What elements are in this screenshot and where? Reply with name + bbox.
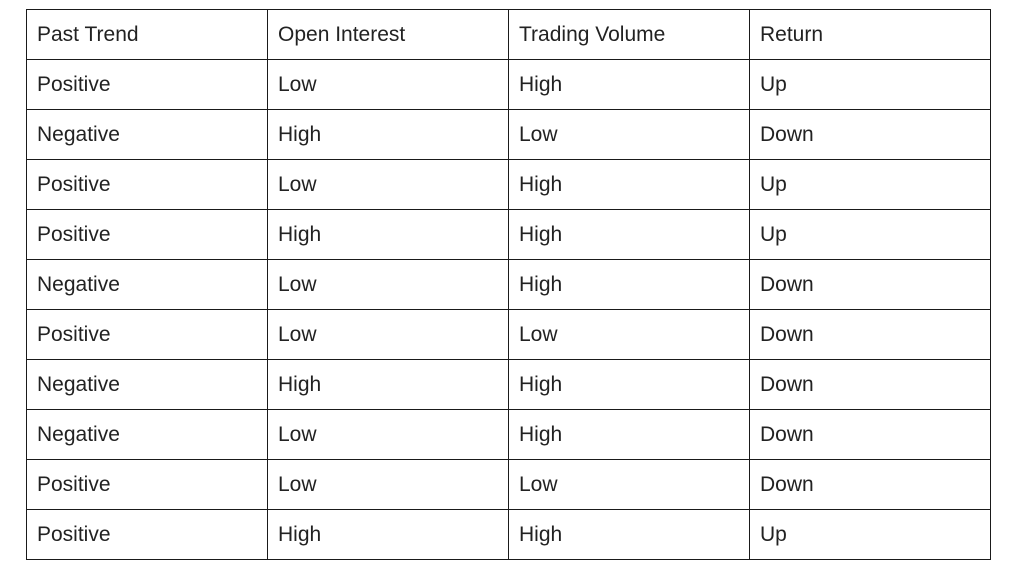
header-open-interest: Open Interest bbox=[267, 9, 509, 60]
cell-return: Down bbox=[749, 309, 991, 360]
cell-trading-volume: High bbox=[508, 359, 750, 410]
header-trading-volume: Trading Volume bbox=[508, 9, 750, 60]
cell-trading-volume: Low bbox=[508, 109, 750, 160]
cell-past-trend: Negative bbox=[26, 409, 268, 460]
table-row: Positive High High Up bbox=[26, 209, 991, 260]
cell-return: Down bbox=[749, 259, 991, 310]
data-table: Past Trend Open Interest Trading Volume … bbox=[26, 9, 991, 560]
cell-past-trend: Positive bbox=[26, 309, 268, 360]
cell-past-trend: Positive bbox=[26, 509, 268, 560]
cell-past-trend: Positive bbox=[26, 159, 268, 210]
cell-trading-volume: High bbox=[508, 59, 750, 110]
cell-return: Down bbox=[749, 459, 991, 510]
header-return: Return bbox=[749, 9, 991, 60]
cell-open-interest: High bbox=[267, 209, 509, 260]
table-row: Positive Low Low Down bbox=[26, 309, 991, 360]
cell-trading-volume: Low bbox=[508, 459, 750, 510]
cell-past-trend: Positive bbox=[26, 59, 268, 110]
cell-open-interest: Low bbox=[267, 259, 509, 310]
cell-open-interest: High bbox=[267, 359, 509, 410]
cell-open-interest: High bbox=[267, 109, 509, 160]
cell-return: Down bbox=[749, 109, 991, 160]
cell-trading-volume: High bbox=[508, 409, 750, 460]
cell-past-trend: Negative bbox=[26, 359, 268, 410]
table-row: Negative Low High Down bbox=[26, 409, 991, 460]
cell-past-trend: Negative bbox=[26, 259, 268, 310]
cell-open-interest: Low bbox=[267, 459, 509, 510]
table-row: Negative High Low Down bbox=[26, 109, 991, 160]
cell-trading-volume: High bbox=[508, 259, 750, 310]
cell-open-interest: Low bbox=[267, 409, 509, 460]
table-row: Negative Low High Down bbox=[26, 259, 991, 310]
cell-return: Up bbox=[749, 159, 991, 210]
table-row: Positive Low High Up bbox=[26, 159, 991, 210]
cell-open-interest: Low bbox=[267, 159, 509, 210]
cell-return: Down bbox=[749, 409, 991, 460]
cell-return: Up bbox=[749, 59, 991, 110]
header-past-trend: Past Trend bbox=[26, 9, 268, 60]
cell-trading-volume: Low bbox=[508, 309, 750, 360]
cell-trading-volume: High bbox=[508, 209, 750, 260]
table-row: Negative High High Down bbox=[26, 359, 991, 410]
cell-past-trend: Negative bbox=[26, 109, 268, 160]
cell-past-trend: Positive bbox=[26, 459, 268, 510]
cell-trading-volume: High bbox=[508, 159, 750, 210]
cell-trading-volume: High bbox=[508, 509, 750, 560]
cell-open-interest: High bbox=[267, 509, 509, 560]
table-row: Positive Low Low Down bbox=[26, 459, 991, 510]
table-header: Past Trend Open Interest Trading Volume … bbox=[26, 9, 991, 60]
cell-return: Up bbox=[749, 509, 991, 560]
data-table-container: Past Trend Open Interest Trading Volume … bbox=[26, 9, 991, 560]
cell-open-interest: Low bbox=[267, 59, 509, 110]
cell-open-interest: Low bbox=[267, 309, 509, 360]
header-row: Past Trend Open Interest Trading Volume … bbox=[26, 9, 991, 60]
table-row: Positive High High Up bbox=[26, 509, 991, 560]
table-body: Positive Low High Up Negative High Low D… bbox=[26, 59, 991, 560]
cell-past-trend: Positive bbox=[26, 209, 268, 260]
table-row: Positive Low High Up bbox=[26, 59, 991, 110]
cell-return: Up bbox=[749, 209, 991, 260]
cell-return: Down bbox=[749, 359, 991, 410]
